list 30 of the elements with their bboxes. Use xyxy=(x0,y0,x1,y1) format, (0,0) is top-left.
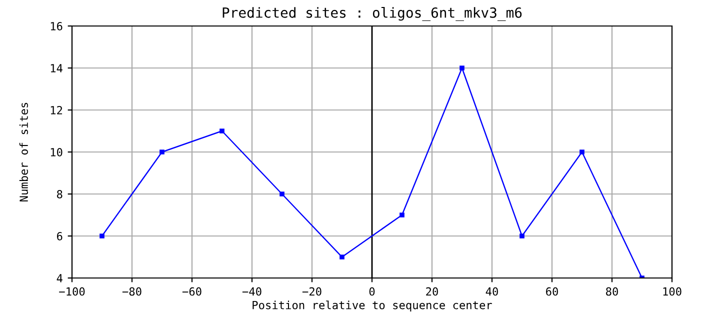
x-axis-title: Position relative to sequence center xyxy=(252,300,492,312)
point xyxy=(340,254,344,260)
y-tick-label: 4 xyxy=(56,274,62,282)
y-tick-label: 6 xyxy=(57,232,62,240)
y-tick-label: 8 xyxy=(56,190,62,198)
x-tick-label: 0 xyxy=(369,287,375,296)
point xyxy=(280,192,284,196)
x-tick-label: −20 xyxy=(302,287,322,296)
y-axis-title: Number of sites xyxy=(19,102,28,202)
x-tick-label: 60 xyxy=(546,287,558,296)
point xyxy=(520,234,524,238)
x-tick-label: 100 xyxy=(663,287,682,296)
x-tick-label: −40 xyxy=(242,287,262,296)
point xyxy=(580,150,584,154)
y-tick-label: 10 xyxy=(50,148,62,156)
point xyxy=(220,128,224,134)
x-tick-label: 20 xyxy=(426,287,438,296)
point xyxy=(100,234,104,238)
x-tick-label: −100 xyxy=(59,287,85,296)
x-tick-label: −60 xyxy=(182,287,202,296)
point xyxy=(460,66,464,70)
chart-title: Predicted sites : oligos_6nt_mkv3_m6 xyxy=(222,7,522,21)
point xyxy=(160,150,164,154)
x-tick-label: −80 xyxy=(122,287,142,296)
y-tick-label: 14 xyxy=(50,64,62,72)
x-tick-label: 40 xyxy=(486,287,498,296)
y-tick-label: 12 xyxy=(50,106,62,114)
x-tick-label: 80 xyxy=(606,287,618,296)
point xyxy=(400,212,404,218)
y-tick-label: 16 xyxy=(50,22,62,30)
